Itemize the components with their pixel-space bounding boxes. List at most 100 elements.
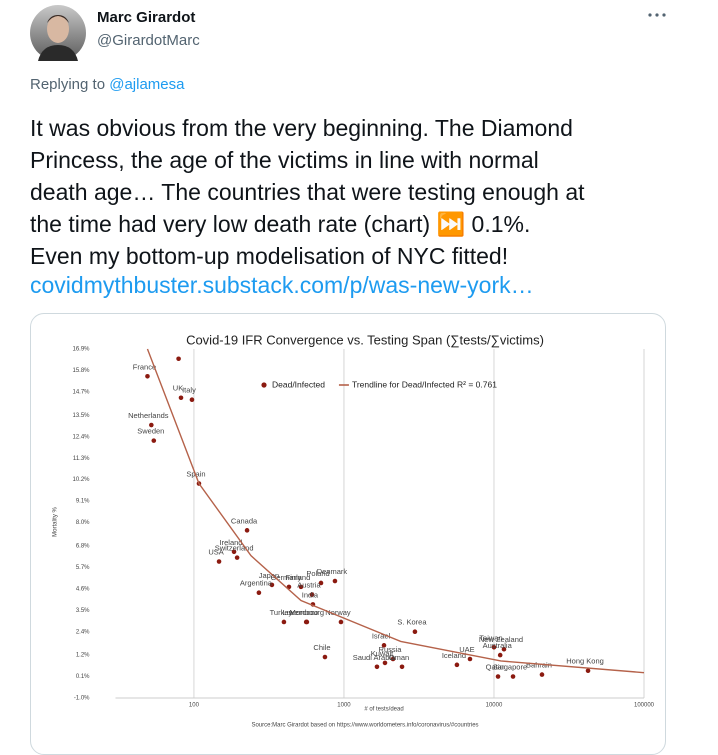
tweet-text-line: death age… The countries that were testi… xyxy=(30,179,585,205)
point-label: India xyxy=(302,590,319,599)
reply-prefix: Replying to xyxy=(30,76,106,93)
point-label: Chile xyxy=(313,643,330,652)
point-label: Qatar xyxy=(486,663,505,672)
tweet-link[interactable]: covidmythbuster.substack.com/p/was-new-y… xyxy=(30,272,534,298)
point-label: S. Korea xyxy=(397,618,427,627)
point-label: UAE xyxy=(459,645,474,654)
x-tick-label: 10000 xyxy=(486,703,503,709)
y-tick-label: 6.8% xyxy=(76,543,90,549)
data-point xyxy=(256,590,262,596)
data-point xyxy=(189,397,195,402)
y-tick-label: 11.3% xyxy=(73,456,90,462)
data-point xyxy=(539,672,545,677)
author-name[interactable]: Marc Girardot xyxy=(97,9,196,26)
data-point xyxy=(501,646,507,652)
point-label: Netherlands xyxy=(128,411,169,420)
data-point xyxy=(244,528,250,533)
point-label: Finland xyxy=(286,573,311,582)
data-point xyxy=(382,660,388,666)
data-point xyxy=(298,584,304,590)
point-label: Oman xyxy=(389,653,409,662)
x-tick-label: 100000 xyxy=(634,703,655,709)
data-point xyxy=(216,559,222,564)
point-label: Russia xyxy=(379,645,403,654)
point-label: Turkey xyxy=(270,608,293,617)
data-point xyxy=(318,580,324,586)
point-label: Bahrain xyxy=(526,661,552,670)
y-tick-label: 8.0% xyxy=(76,520,90,526)
y-tick-label: 9.1% xyxy=(76,499,90,505)
y-tick-label: 15.8% xyxy=(72,368,90,374)
data-point xyxy=(381,643,387,648)
chart-source: Source:Marc Girardot based on https://ww… xyxy=(251,723,478,729)
chart-title: Covid-19 IFR Convergence vs. Testing Spa… xyxy=(186,332,544,347)
data-point xyxy=(309,592,315,597)
y-tick-label: 13.5% xyxy=(72,413,90,419)
y-tick-label: 0.1% xyxy=(76,674,90,680)
y-tick-label: 5.7% xyxy=(76,565,90,571)
y-tick-label: 1.2% xyxy=(76,653,90,659)
point-label: Saudi Arabia xyxy=(353,653,396,662)
legend-label: Trendline for Dead/Infected R² = 0.761 xyxy=(352,379,497,389)
data-point xyxy=(145,373,150,379)
data-point xyxy=(178,395,184,401)
data-point xyxy=(149,422,154,428)
y-axis-label: Mortality % xyxy=(53,506,59,536)
point-label: USA xyxy=(208,548,223,557)
tweet-text: It was obvious from the very beginning. … xyxy=(30,112,585,272)
y-tick-label: 4.6% xyxy=(76,586,90,592)
x-tick-label: 100 xyxy=(189,703,200,709)
reply-to[interactable]: @ajlamesa xyxy=(109,76,185,93)
point-label: Sweden xyxy=(137,427,164,436)
data-point xyxy=(454,662,460,668)
y-tick-label: 14.7% xyxy=(72,389,90,395)
data-point xyxy=(390,656,396,662)
tweet-text-line: the time had very low death rate (chart)… xyxy=(30,211,531,237)
point-label: Ireland xyxy=(220,538,243,547)
data-point xyxy=(510,674,516,679)
point-label: Italy xyxy=(182,386,196,395)
x-tick-label: 1000 xyxy=(337,703,351,709)
data-point xyxy=(374,664,380,670)
y-tick-label: -1.0% xyxy=(74,696,90,702)
reply-line: Replying to @ajlamesa xyxy=(30,76,184,93)
chart: Covid-19 IFR Convergence vs. Testing Spa… xyxy=(53,332,655,729)
x-axis-label: # of tests/dead xyxy=(364,707,403,713)
data-point xyxy=(303,619,309,625)
point-label: Hong Kong xyxy=(566,657,604,666)
data-point xyxy=(176,356,181,362)
data-point xyxy=(338,619,344,625)
point-label: Poland xyxy=(306,569,329,578)
data-point xyxy=(399,664,405,670)
point-label: Australia xyxy=(483,641,513,650)
data-point xyxy=(231,549,237,555)
y-tick-label: 3.5% xyxy=(76,608,90,614)
point-label: Iceland xyxy=(442,651,466,660)
data-point xyxy=(269,582,275,588)
tweet-text-line: Princess, the age of the victims in line… xyxy=(30,147,539,173)
data-point xyxy=(497,652,503,658)
data-point xyxy=(322,654,328,660)
point-label: Kuwait xyxy=(371,649,394,658)
data-point xyxy=(412,629,418,635)
legend-label: Dead/Infected xyxy=(272,379,325,389)
point-label: Singapore xyxy=(493,663,527,672)
point-label: Norway xyxy=(325,608,351,617)
tweet-text-line: Even my bottom-up modelisation of NYC fi… xyxy=(30,243,509,269)
media-card[interactable]: Covid-19 IFR Convergence vs. Testing Spa… xyxy=(30,313,666,755)
author-handle[interactable]: @GirardotMarc xyxy=(97,32,200,49)
point-label: Israel xyxy=(372,631,391,640)
data-point xyxy=(332,578,338,584)
data-point xyxy=(281,619,287,625)
data-point xyxy=(491,645,497,650)
trendline xyxy=(146,348,645,674)
avatar[interactable] xyxy=(30,5,86,61)
data-point xyxy=(467,656,473,662)
y-tick-label: 16.9% xyxy=(72,347,90,353)
point-label: Argentina xyxy=(240,579,273,588)
point-label: France xyxy=(133,362,156,371)
point-label: Luxembourg xyxy=(282,608,324,617)
point-label: Germany xyxy=(271,573,302,582)
more-options[interactable] xyxy=(647,10,667,20)
